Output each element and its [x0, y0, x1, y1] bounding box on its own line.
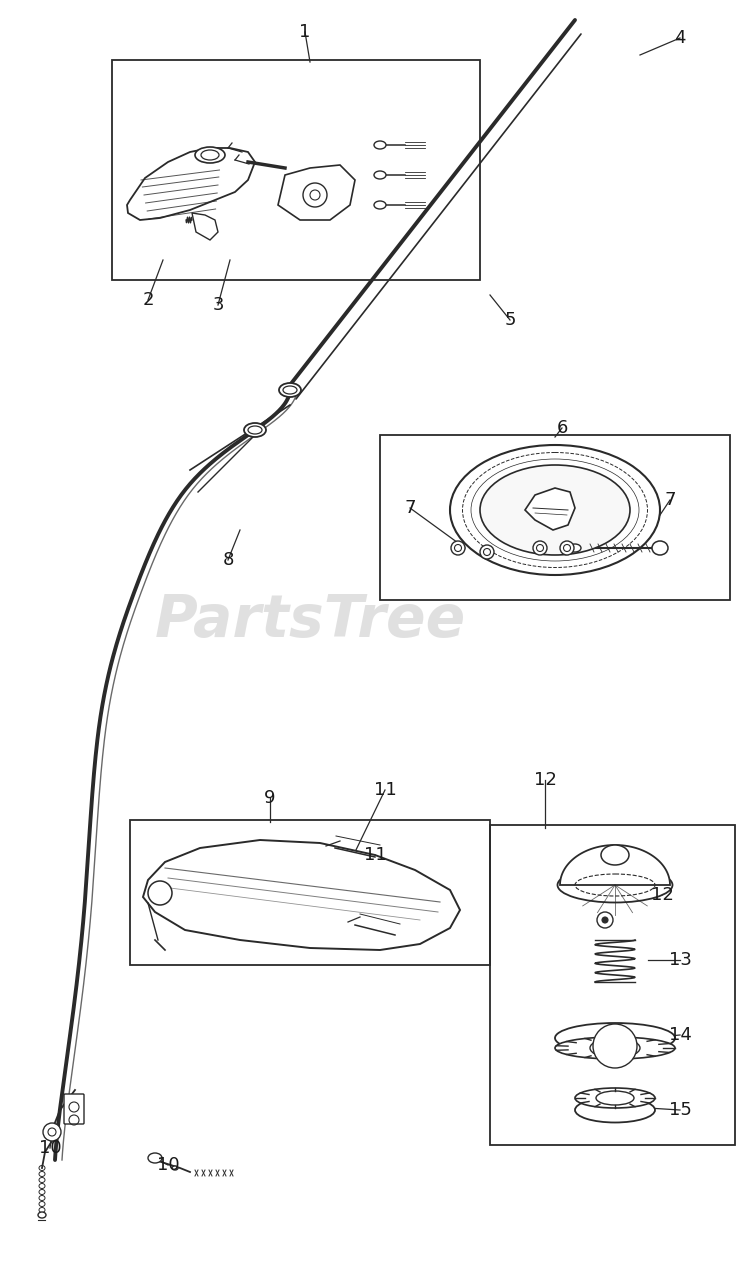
- Polygon shape: [560, 845, 670, 884]
- Text: 12: 12: [650, 886, 674, 904]
- Ellipse shape: [374, 201, 386, 209]
- Text: PartsTree: PartsTree: [155, 591, 466, 649]
- Ellipse shape: [596, 1091, 634, 1105]
- Text: 1: 1: [300, 23, 311, 41]
- Ellipse shape: [244, 422, 266, 436]
- Text: 5: 5: [504, 311, 516, 329]
- Ellipse shape: [450, 445, 660, 575]
- Polygon shape: [127, 148, 255, 220]
- Bar: [130, 820, 490, 965]
- Bar: [380, 435, 730, 600]
- Polygon shape: [278, 165, 355, 220]
- Circle shape: [148, 881, 172, 905]
- Polygon shape: [192, 212, 218, 241]
- Circle shape: [43, 1123, 61, 1140]
- Ellipse shape: [279, 383, 301, 397]
- Circle shape: [533, 541, 547, 556]
- Ellipse shape: [38, 1212, 46, 1219]
- Text: 10: 10: [157, 1156, 179, 1174]
- Text: 15: 15: [668, 1101, 692, 1119]
- Text: 2: 2: [142, 291, 154, 308]
- Ellipse shape: [195, 147, 225, 163]
- Ellipse shape: [172, 1166, 178, 1170]
- Ellipse shape: [601, 845, 629, 865]
- Ellipse shape: [480, 465, 630, 556]
- Circle shape: [480, 545, 494, 559]
- Circle shape: [602, 916, 608, 923]
- Text: 14: 14: [668, 1027, 692, 1044]
- Bar: [112, 60, 480, 280]
- Polygon shape: [143, 840, 460, 950]
- Ellipse shape: [575, 1097, 655, 1123]
- Ellipse shape: [555, 1037, 675, 1059]
- Polygon shape: [525, 488, 575, 530]
- Text: 7: 7: [404, 499, 416, 517]
- Ellipse shape: [374, 141, 386, 148]
- Ellipse shape: [652, 541, 668, 556]
- Circle shape: [560, 541, 574, 556]
- Text: 11: 11: [374, 781, 397, 799]
- Ellipse shape: [374, 172, 386, 179]
- Text: 9: 9: [264, 788, 276, 806]
- Text: 8: 8: [222, 550, 234, 570]
- Text: 10: 10: [39, 1139, 62, 1157]
- Circle shape: [593, 1024, 637, 1068]
- Ellipse shape: [555, 1023, 675, 1053]
- Ellipse shape: [590, 1038, 640, 1059]
- Text: 4: 4: [674, 29, 686, 47]
- Text: 12: 12: [533, 771, 556, 788]
- Text: 6: 6: [556, 419, 568, 436]
- FancyBboxPatch shape: [64, 1094, 84, 1124]
- Text: 3: 3: [213, 296, 224, 314]
- Ellipse shape: [148, 1153, 162, 1164]
- Ellipse shape: [557, 868, 672, 902]
- Text: 11: 11: [363, 846, 386, 864]
- Text: 13: 13: [668, 951, 692, 969]
- Ellipse shape: [575, 1088, 655, 1108]
- Text: 7: 7: [664, 492, 676, 509]
- Circle shape: [597, 911, 613, 928]
- Bar: [490, 826, 735, 1146]
- Ellipse shape: [569, 544, 581, 552]
- Circle shape: [451, 541, 465, 556]
